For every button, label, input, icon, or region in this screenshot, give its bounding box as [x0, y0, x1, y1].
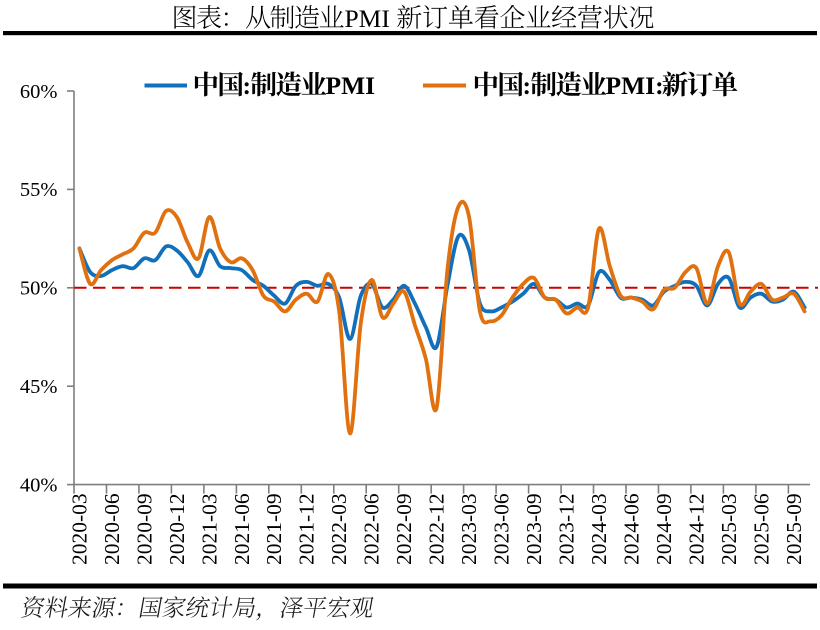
svg-text:2020-12: 2020-12 — [165, 493, 189, 565]
svg-text:60%: 60% — [20, 81, 58, 103]
svg-text:PMI: PMI — [345, 4, 390, 33]
svg-text:2023-09: 2023-09 — [522, 493, 546, 565]
svg-text:2020-09: 2020-09 — [132, 493, 156, 565]
svg-text:2024-09: 2024-09 — [652, 493, 676, 565]
svg-text:2021-12: 2021-12 — [295, 493, 319, 565]
svg-text:50%: 50% — [20, 278, 58, 300]
svg-text:2025-06: 2025-06 — [749, 493, 773, 565]
svg-text::: : — [243, 71, 252, 100]
svg-text:2023-03: 2023-03 — [457, 493, 481, 565]
svg-text:2024-12: 2024-12 — [684, 493, 708, 565]
svg-text:2020-03: 2020-03 — [67, 493, 91, 565]
svg-text:2023-06: 2023-06 — [490, 493, 514, 565]
svg-text:40%: 40% — [20, 474, 58, 496]
svg-text:PMI:: PMI: — [606, 71, 664, 100]
svg-text:2022-12: 2022-12 — [425, 493, 449, 565]
svg-text:PMI: PMI — [326, 71, 376, 100]
svg-text:2022-06: 2022-06 — [360, 493, 384, 565]
svg-text:2021-09: 2021-09 — [262, 493, 286, 565]
svg-text:2022-03: 2022-03 — [327, 493, 351, 565]
svg-text:2025-09: 2025-09 — [782, 493, 806, 565]
svg-text:2022-09: 2022-09 — [392, 493, 416, 565]
svg-text:2024-03: 2024-03 — [587, 493, 611, 565]
svg-text:2024-06: 2024-06 — [619, 493, 643, 565]
svg-text:2021-03: 2021-03 — [197, 493, 221, 565]
svg-text::: : — [523, 71, 532, 100]
svg-text:45%: 45% — [20, 376, 58, 398]
svg-text:2020-06: 2020-06 — [100, 493, 124, 565]
svg-text:2025-03: 2025-03 — [717, 493, 741, 565]
svg-text:2021-06: 2021-06 — [230, 493, 254, 565]
svg-text:2023-12: 2023-12 — [555, 493, 579, 565]
svg-text:55%: 55% — [20, 179, 58, 201]
